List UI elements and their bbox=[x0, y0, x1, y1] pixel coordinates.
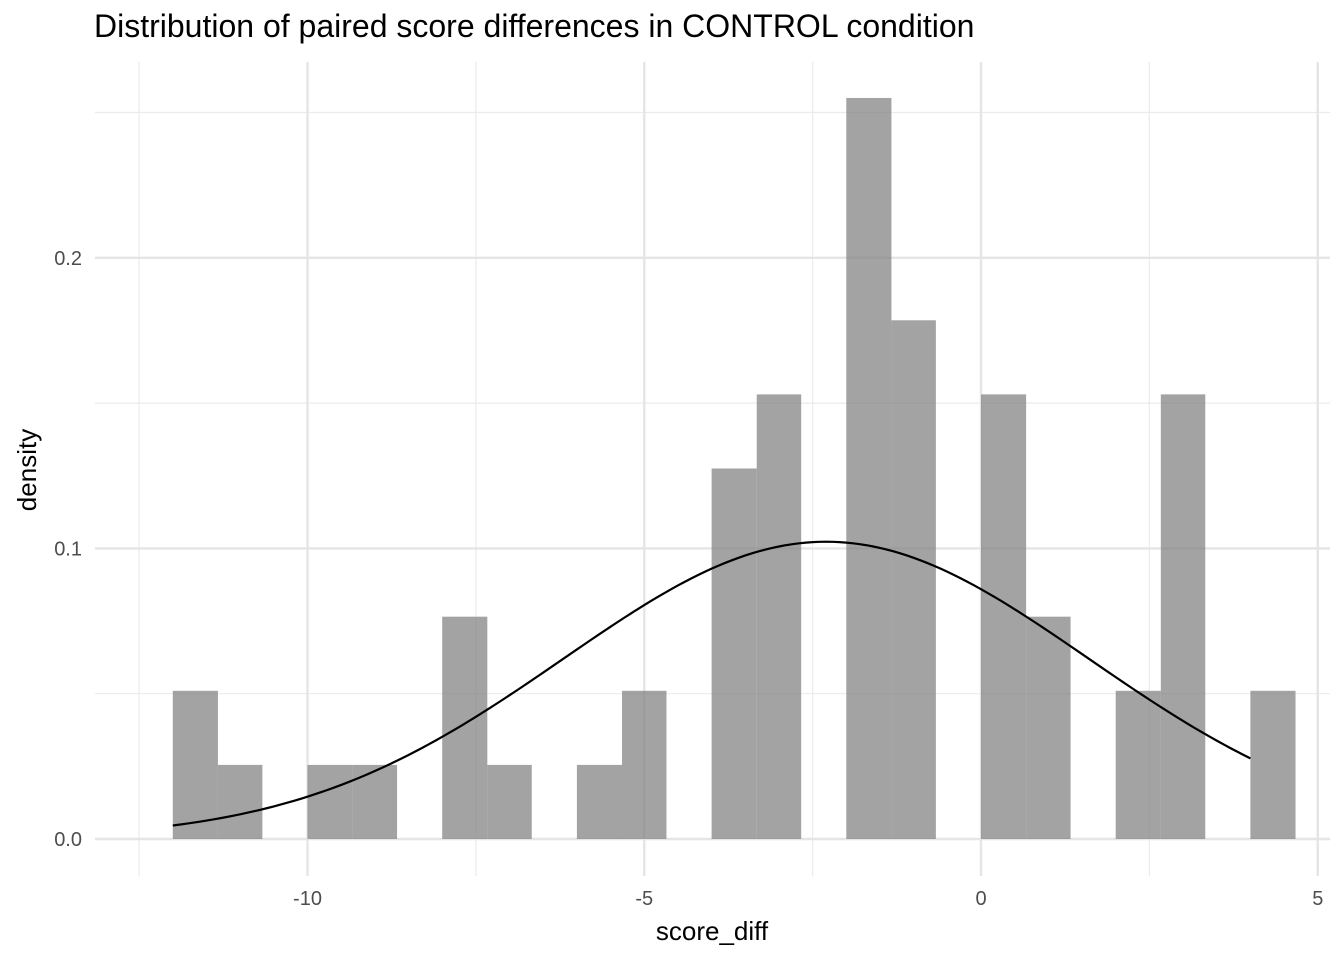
histogram-bar bbox=[1026, 616, 1071, 839]
y-tick-labels: 0.0 0.1 0.2 bbox=[54, 248, 82, 851]
curve-layer bbox=[172, 540, 1251, 827]
x-tick-label: 5 bbox=[1312, 888, 1323, 910]
y-axis-title: density bbox=[12, 429, 42, 511]
histogram-bar bbox=[891, 320, 936, 839]
histogram-bar bbox=[172, 690, 218, 839]
histogram-bar bbox=[1115, 690, 1161, 839]
histogram-bar bbox=[487, 764, 532, 839]
x-tick-labels: -10 -5 0 5 bbox=[293, 888, 1323, 910]
histogram-bar bbox=[846, 97, 892, 840]
histogram-bar bbox=[1250, 690, 1296, 839]
bar-layer bbox=[172, 97, 1296, 840]
histogram-bar bbox=[217, 764, 263, 839]
histogram-bar bbox=[622, 690, 667, 839]
histogram-bar bbox=[1160, 394, 1206, 839]
normal-density-curve bbox=[172, 540, 1251, 827]
histogram-bar bbox=[307, 764, 353, 839]
histogram-bar bbox=[352, 764, 398, 839]
x-tick-label: 0 bbox=[975, 888, 986, 910]
y-tick-label: 0.2 bbox=[54, 248, 82, 270]
grid-layer bbox=[95, 62, 1330, 876]
histogram-bar bbox=[576, 764, 623, 839]
histogram-bar bbox=[981, 394, 1027, 839]
y-tick-label: 0.0 bbox=[54, 829, 82, 851]
y-tick-label: 0.1 bbox=[54, 538, 82, 560]
x-tick-label: -5 bbox=[635, 888, 653, 910]
x-axis-title: score_diff bbox=[656, 916, 769, 946]
histogram-bar bbox=[442, 616, 488, 839]
chart-title: Distribution of paired score differences… bbox=[94, 8, 975, 44]
histogram-bar bbox=[711, 468, 757, 839]
histogram-bar bbox=[756, 394, 802, 839]
x-tick-label: -10 bbox=[293, 888, 322, 910]
